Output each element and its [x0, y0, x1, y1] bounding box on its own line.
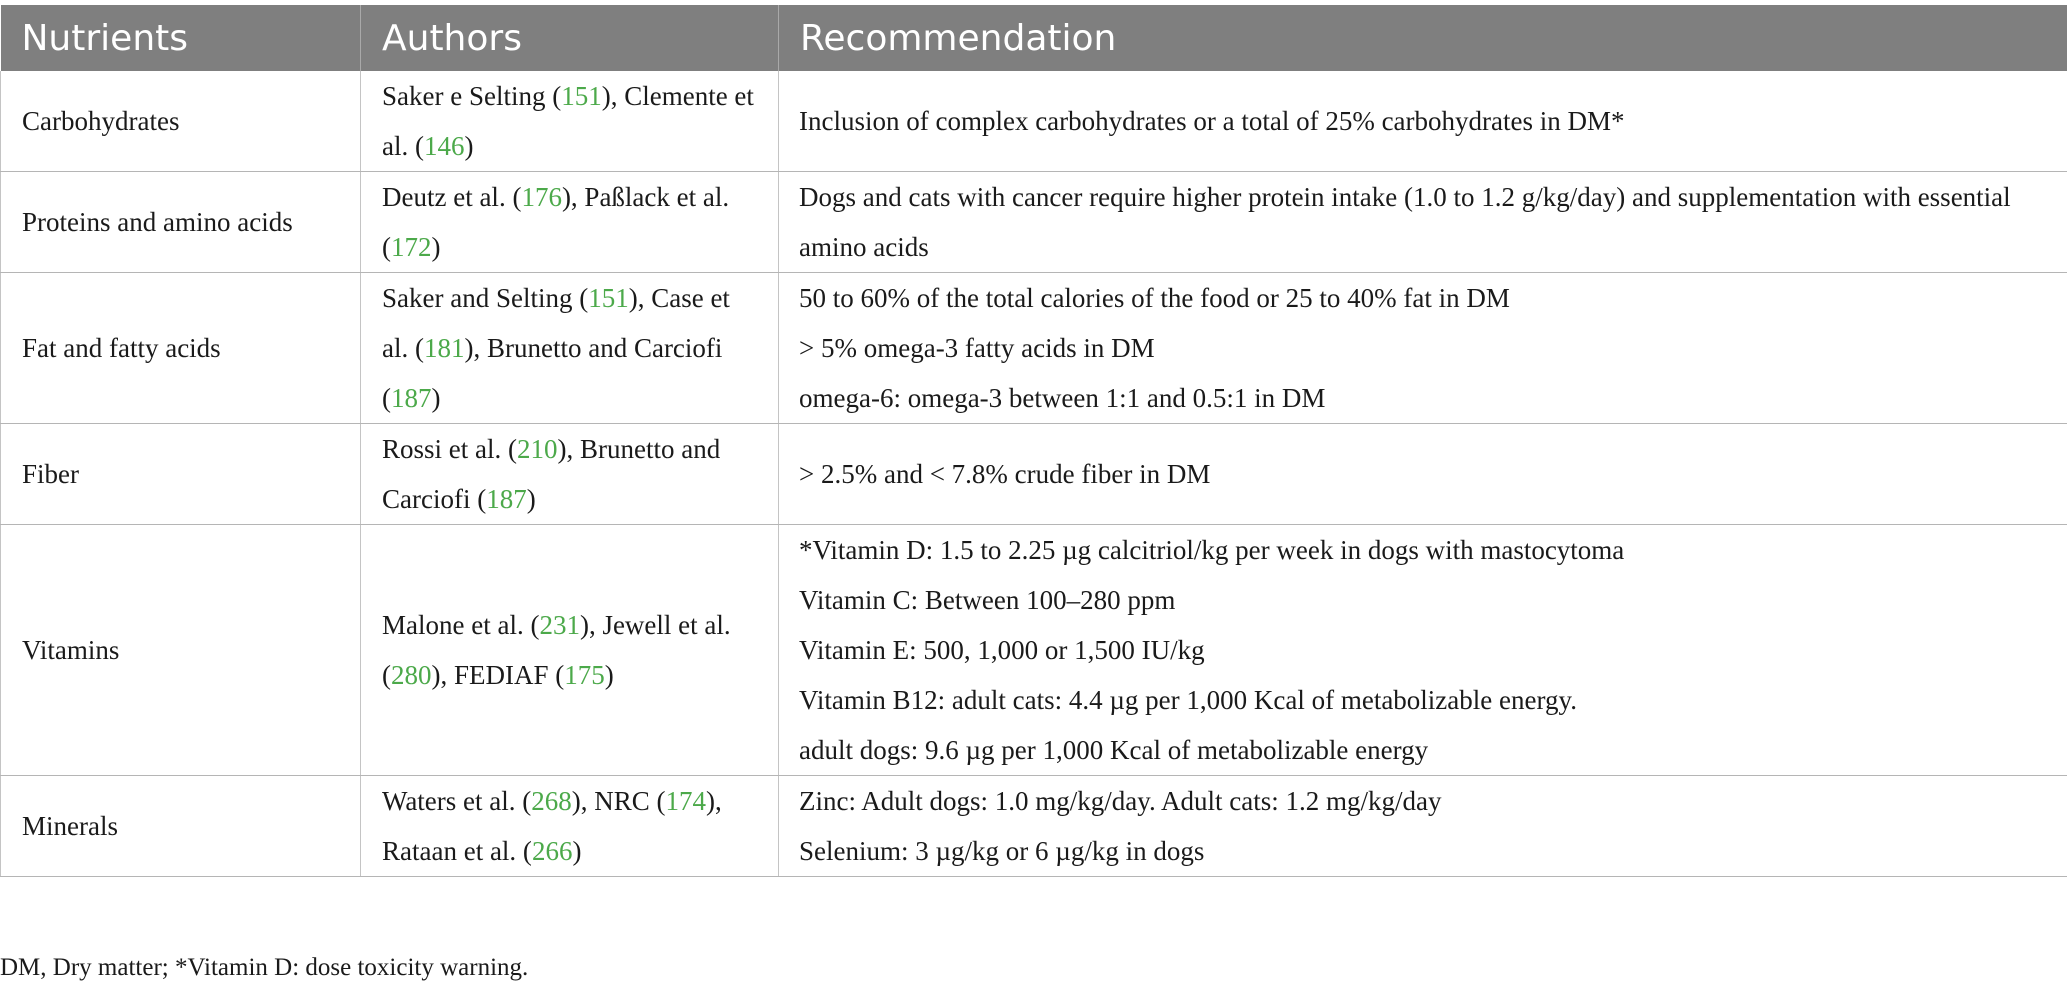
recommendation-line: adult dogs: 9.6 µg per 1,000 Kcal of met… [799, 735, 1429, 765]
authors-cell: Saker and Selting (151), Case et al. (18… [360, 272, 779, 424]
author-text: ) [604, 660, 614, 690]
author-text: Malone et al. ( [382, 610, 540, 640]
author-text: ), FEDIAF ( [431, 660, 565, 690]
recommendation-line: Zinc: Adult dogs: 1.0 mg/kg/day. Adult c… [799, 786, 1442, 816]
table-row: Fat and fatty acids Saker and Selting (15… [0, 272, 2067, 424]
author-text: ), Brunetto and Carciofi ( [382, 434, 721, 514]
author-text: ), Rataan et al. ( [382, 786, 722, 866]
author-text: ) [431, 383, 441, 413]
nutrient-cell: Fiber [0, 423, 361, 525]
recommendation-cell: Zinc: Adult dogs: 1.0 mg/kg/day. Adult c… [778, 775, 2067, 877]
table-row: Fiber Rossi et al. (210), Brunetto and Ca… [0, 423, 2067, 525]
reference-link[interactable]: 268 [531, 786, 572, 816]
nutrient-cell: Carbohydrates [0, 71, 361, 172]
author-text: Saker e Selting ( [382, 81, 562, 111]
nutrient-cell: Fat and fatty acids [0, 272, 361, 424]
author-text: ) [464, 131, 474, 161]
reference-link[interactable]: 151 [561, 81, 602, 111]
recommendation-cell: Dogs and cats with cancer require higher… [778, 171, 2067, 273]
header-row: Nutrients Authors Recommendation [0, 5, 2067, 71]
recommendation-cell: Inclusion of complex carbohydrates or a … [778, 71, 2067, 172]
reference-link[interactable]: 266 [531, 836, 573, 866]
author-text: ) [431, 232, 441, 262]
table-row: Carbohydrates Saker e Selting (151), Clem… [0, 71, 2067, 172]
recommendation-line: > 2.5% and < 7.8% crude fiber in DM [799, 459, 1211, 489]
column-header-authors: Authors [360, 5, 779, 71]
recommendation-line: > 5% omega-3 fatty acids in DM [799, 333, 1155, 363]
reference-link[interactable]: 172 [391, 232, 432, 262]
table-header: Nutrients Authors Recommendation [0, 5, 2067, 71]
author-text: ), Jewell et al. ( [382, 610, 731, 690]
author-text: ), Clemente et al. ( [382, 81, 754, 161]
reference-link[interactable]: 176 [521, 182, 562, 212]
author-text: Deutz et al. ( [382, 182, 522, 212]
nutrient-cell: Proteins and amino acids [0, 171, 361, 273]
recommendation-line: Vitamin E: 500, 1,000 or 1,500 IU/kg [799, 635, 1205, 665]
author-text: Rossi et al. ( [382, 434, 517, 464]
table-footnote: DM, Dry matter; *Vitamin D: dose toxicit… [0, 954, 529, 981]
author-text: ), Paßlack et al. ( [382, 182, 730, 262]
nutrient-cell: Minerals [0, 775, 361, 877]
author-text: ), NRC ( [571, 786, 666, 816]
authors-cell: Rossi et al. (210), Brunetto and Carciof… [360, 423, 779, 525]
authors-cell: Deutz et al. (176), Paßlack et al. (172) [360, 171, 779, 273]
author-text: Waters et al. ( [382, 786, 532, 816]
recommendation-line: Inclusion of complex carbohydrates or a … [799, 106, 1625, 136]
recommendation-line: Selenium: 3 µg/kg or 6 µg/kg in dogs [799, 836, 1205, 866]
recommendation-line: omega-6: omega-3 between 1:1 and 0.5:1 i… [799, 383, 1326, 413]
author-text: ), Brunetto and Carciofi ( [382, 333, 723, 413]
recommendation-line: 50 to 60% of the total calories of the f… [799, 283, 1510, 313]
table-row: Minerals Waters et al. (268), NRC (174), … [0, 775, 2067, 877]
reference-link[interactable]: 187 [391, 383, 432, 413]
reference-link[interactable]: 210 [517, 434, 558, 464]
recommendation-cell: *Vitamin D: 1.5 to 2.25 µg calcitriol/kg… [778, 524, 2067, 776]
recommendation-line: Vitamin C: Between 100–280 ppm [799, 585, 1176, 615]
reference-link[interactable]: 280 [391, 660, 432, 690]
reference-link[interactable]: 175 [564, 660, 605, 690]
table-body: Carbohydrates Saker e Selting (151), Clem… [0, 71, 2067, 877]
reference-link[interactable]: 181 [423, 333, 465, 363]
reference-link[interactable]: 146 [423, 131, 465, 161]
reference-link[interactable]: 151 [588, 283, 629, 313]
author-text: ), Case et al. ( [382, 283, 730, 363]
author-text: ) [526, 484, 536, 514]
column-header-nutrients: Nutrients [0, 5, 361, 71]
author-text: ) [572, 836, 582, 866]
reference-link[interactable]: 231 [539, 610, 580, 640]
reference-link[interactable]: 187 [486, 484, 527, 514]
authors-cell: Waters et al. (268), NRC (174), Rataan e… [360, 775, 779, 877]
recommendation-line: *Vitamin D: 1.5 to 2.25 µg calcitriol/kg… [799, 535, 1625, 565]
recommendation-cell: 50 to 60% of the total calories of the f… [778, 272, 2067, 424]
recommendation-line: Dogs and cats with cancer require higher… [799, 182, 2011, 262]
recommendation-cell: > 2.5% and < 7.8% crude fiber in DM [778, 423, 2067, 525]
table-row: Proteins and amino acids Deutz et al. (17… [0, 171, 2067, 273]
recommendation-line: Vitamin B12: adult cats: 4.4 µg per 1,00… [799, 685, 1577, 715]
nutrient-cell: Vitamins [0, 524, 361, 776]
column-header-recommendation: Recommendation [778, 5, 2067, 71]
author-text: Saker and Selting ( [382, 283, 589, 313]
authors-cell: Malone et al. (231), Jewell et al. (280)… [360, 524, 779, 776]
reference-link[interactable]: 174 [665, 786, 707, 816]
table-row: Vitamins Malone et al. (231), Jewell et a… [0, 524, 2067, 776]
nutrient-recommendations-table-container: Nutrients Authors Recommendation Carbohy… [0, 5, 2067, 877]
authors-cell: Saker e Selting (151), Clemente et al. (… [360, 71, 779, 172]
nutrient-recommendations-table: Nutrients Authors Recommendation Carbohy… [0, 5, 2067, 877]
